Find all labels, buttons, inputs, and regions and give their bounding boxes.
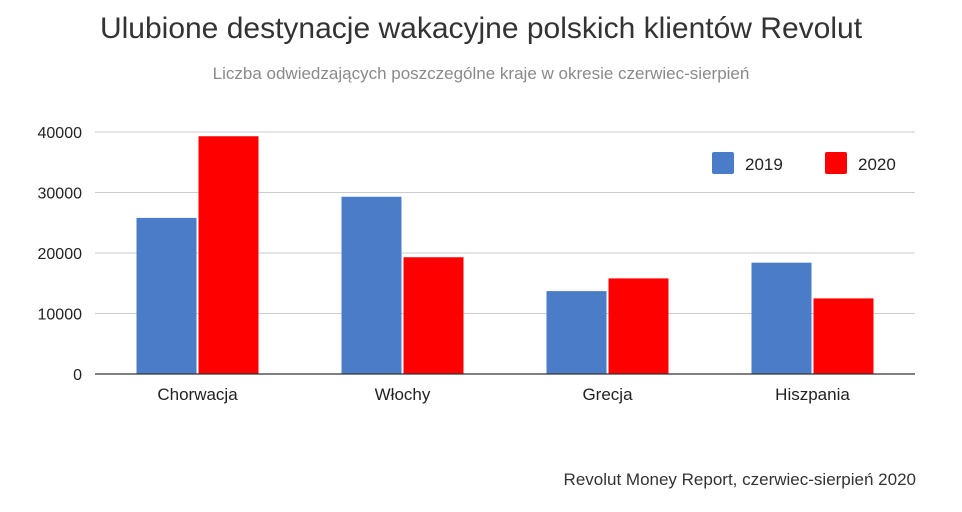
bar-2019-grecja [546,291,607,374]
y-tick-label: 0 [73,367,82,384]
y-tick-label: 40000 [38,125,83,142]
bar-2020-hiszpania [813,298,874,374]
bar-2019-chorwacja [136,217,197,374]
chart-title: Ulubione destynacje wakacyjne polskich k… [99,12,863,45]
source-note: Revolut Money Report, czerwiec-sierpień … [563,470,916,489]
x-category-label: Chorwacja [157,385,238,404]
x-axis-categories: Chorwacja Włochy Grecja Hiszpania [157,385,850,404]
bar-2020-grecja [608,278,669,374]
bars [136,136,874,374]
x-category-label: Grecja [582,385,633,404]
legend-swatch-2020 [825,152,847,174]
y-axis-ticks: 0 10000 20000 30000 40000 [38,125,83,384]
legend: 2019 2020 [712,152,896,174]
x-category-label: Włochy [375,385,431,404]
bar-2019-hiszpania [751,262,812,374]
x-category-label: Hiszpania [775,385,850,404]
bar-2020-włochy [403,257,464,374]
y-tick-label: 30000 [38,186,83,203]
legend-label-2019: 2019 [745,155,783,174]
bar-2019-włochy [341,196,402,374]
bar-2020-chorwacja [198,136,259,374]
legend-label-2020: 2020 [858,155,896,174]
chart-subtitle: Liczba odwiedzających poszczególne kraje… [212,64,750,83]
legend-swatch-2019 [712,152,734,174]
y-tick-label: 20000 [38,246,83,263]
y-tick-label: 10000 [38,307,83,324]
